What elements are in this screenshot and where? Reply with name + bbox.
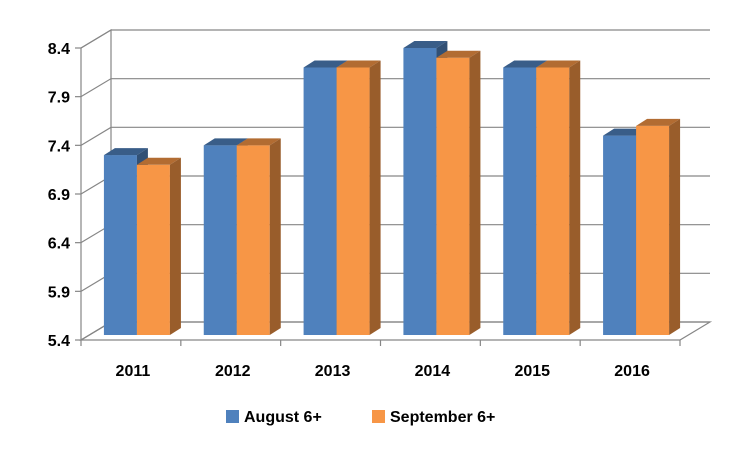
bar-september-2011: [136, 157, 181, 335]
y-tick-label: 6.4: [48, 236, 70, 253]
legend-swatch: [226, 410, 239, 423]
bar-front: [603, 135, 637, 335]
y-tick-label: 5.9: [48, 284, 70, 301]
bar-top: [303, 60, 348, 68]
bar-top: [236, 138, 281, 146]
bar-september-2012: [236, 138, 281, 335]
bar-front: [536, 67, 570, 335]
y-axis: 5.4 5.9 6.4 6.9 7.4 7.9 8.4: [48, 41, 81, 350]
y-tick-label: 5.4: [48, 333, 70, 350]
bar-top: [203, 138, 248, 146]
gridline: [80, 29, 710, 49]
bar-top: [503, 60, 548, 68]
bar-front: [503, 67, 537, 335]
bar-top: [103, 148, 148, 156]
bar-side: [169, 157, 181, 335]
x-tick-label: 2014: [415, 363, 451, 380]
legend-label: August 6+: [244, 409, 322, 426]
bar-front: [403, 48, 437, 335]
y-tick-label: 8.4: [48, 41, 70, 58]
bar-top: [636, 118, 681, 126]
bar-side: [569, 60, 581, 335]
x-tick-label: 2011: [116, 363, 151, 380]
bar-front: [336, 67, 370, 335]
y-tick-label: 6.9: [48, 187, 70, 204]
bar-side: [669, 118, 681, 335]
bar-side: [369, 60, 381, 335]
bar-top: [436, 50, 481, 58]
y-tick-label: 7.9: [48, 90, 70, 107]
bar-september-2013: [336, 60, 381, 335]
bar-top: [403, 41, 448, 48]
bar-side: [469, 50, 481, 335]
bar-front: [103, 155, 137, 335]
legend-swatch: [372, 410, 385, 423]
bar-front: [303, 67, 337, 335]
bar-top: [336, 60, 381, 68]
x-tick-label: 2013: [315, 363, 351, 380]
bar-september-2016: [636, 118, 681, 335]
legend-label: September 6+: [390, 409, 495, 426]
x-tick-label: 2015: [514, 363, 550, 380]
bar-september-2015: [536, 60, 581, 335]
x-tick-label: 2016: [614, 363, 650, 380]
bar-front: [203, 145, 237, 335]
bar-front: [436, 57, 470, 335]
legend: August 6+ September 6+: [226, 409, 495, 426]
bar-front: [236, 145, 270, 335]
bar-side: [269, 138, 281, 335]
bar-front: [636, 125, 670, 335]
y-tick-label: 7.4: [48, 138, 70, 155]
bar-top: [536, 60, 581, 68]
bar-top: [136, 157, 181, 165]
x-axis: 2011 2012 2013 2014 2015 2016: [80, 340, 681, 380]
bars: [103, 41, 681, 335]
bar-september-2014: [436, 50, 481, 335]
bar-front: [136, 164, 170, 335]
x-tick-label: 2012: [215, 363, 251, 380]
gridline: [80, 78, 710, 98]
